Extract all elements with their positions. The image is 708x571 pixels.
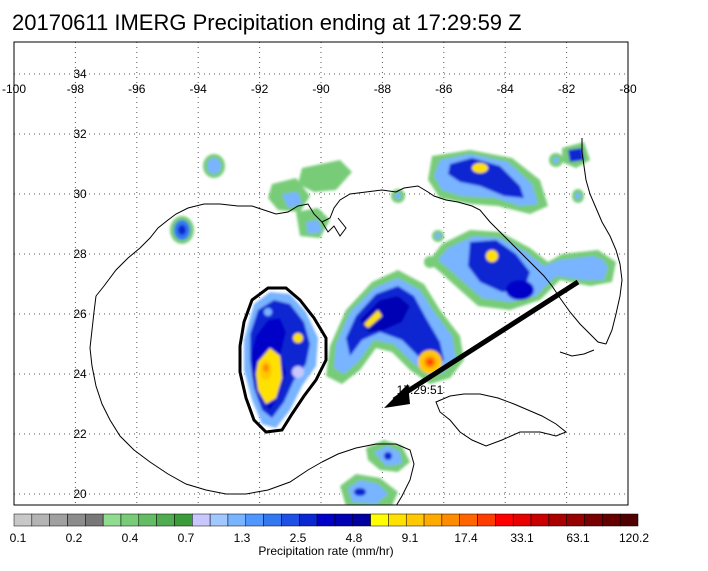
lon-tick-label: -90 [312,82,330,96]
colorbar-tick-label: 33.1 [510,531,534,545]
colorbar-tick-label: 2.5 [289,531,307,545]
precipitation-field [89,138,623,505]
colorbar-swatch [441,513,460,527]
lat-tick-label: 28 [73,247,87,261]
colorbar-swatch [548,513,567,527]
colorbar-swatch [299,513,318,527]
coastline [89,138,623,505]
colorbar-swatch [316,513,336,527]
colorbar-swatch [102,513,122,527]
colorbar-swatch [584,513,603,527]
lon-tick-label: -100 [2,82,26,96]
storm-track-arrow [392,279,580,403]
lat-tick-label: 24 [73,367,87,381]
lon-tick-label: -94 [190,82,208,96]
colorbar-tick-label: 4.8 [345,531,363,545]
colorbar-swatch [477,513,496,527]
colorbar-title: Precipitation rate (mm/hr) [258,544,394,558]
lon-tick-label: -96 [128,82,146,96]
colorbar-swatch [423,513,443,527]
colorbar-tick-label: 0.2 [65,531,83,545]
colorbar-swatch [67,513,86,527]
lat-tick-label: 26 [73,307,87,321]
colorbar-swatch [334,513,353,527]
colorbar-swatch [619,513,639,527]
lon-tick-label: -80 [619,82,637,96]
colorbar-swatch [281,513,300,527]
colorbar-swatch [156,513,175,527]
colorbar-swatch [388,513,407,527]
colorbar-tick-label: 1.3 [233,531,251,545]
lon-tick-label: -84 [497,82,515,96]
colorbar-swatch [227,513,247,527]
lon-tick-label: -88 [374,82,392,96]
colorbar-swatch [495,513,514,527]
colorbar-swatch [405,513,425,527]
lon-tick-label: -82 [558,82,576,96]
colorbar-tick-label: 0.1 [9,531,27,545]
colorbar-swatch [209,513,229,527]
colorbar-swatch [31,513,50,527]
colorbar-tick-label: 0.4 [121,531,139,545]
colorbar-tick-label: 120.2 [618,531,650,545]
colorbar-swatch [138,513,157,527]
colorbar-swatch [174,513,193,527]
lon-tick-label: -92 [251,82,269,96]
colorbar-swatch [263,513,282,527]
colorbar-swatch [566,513,585,527]
colorbar-tick-label: 63.1 [566,531,590,545]
lon-tick-label: -98 [67,82,85,96]
colorbar-swatch [602,513,621,527]
lon-tick-label: -86 [435,82,453,96]
colorbar-swatch [192,513,211,527]
lat-tick-label: 22 [73,427,87,441]
colorbar-swatch [120,513,140,527]
colorbar-swatch [245,513,264,527]
colorbar-tick-label: 17.4 [454,531,478,545]
plot-frame [13,41,629,506]
lat-tick-label: 34 [73,67,87,81]
lat-lon-grid [14,42,628,505]
lat-tick-label: 30 [73,187,87,201]
colorbar-swatch [512,513,532,527]
colorbar-swatch [49,513,68,527]
colorbar-swatch [352,513,371,527]
storm-time-label: 17:29:51 [397,383,444,397]
colorbar-tick-label: 9.1 [401,531,419,545]
lat-tick-label: 20 [73,487,87,501]
colorbar-swatch [530,513,550,527]
colorbar [13,513,639,527]
colorbar-swatch [370,513,389,527]
storm-outline [238,286,328,434]
colorbar-swatch [85,513,104,527]
arrow-head [384,384,410,408]
map-title: 20170611 IMERG Precipitation ending at 1… [12,10,522,35]
colorbar-swatch [459,513,478,527]
colorbar-swatch [13,513,33,527]
colorbar-tick-label: 0.7 [177,531,195,545]
lat-tick-label: 32 [73,127,87,141]
